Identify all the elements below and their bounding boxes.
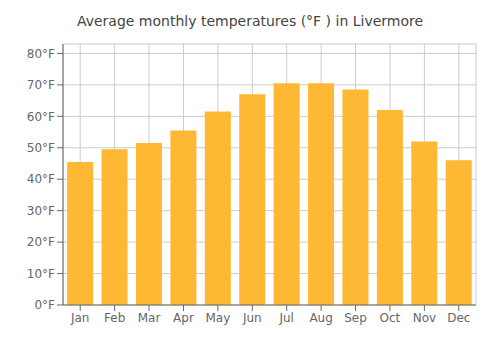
svg-text:70°F: 70°F [27,78,55,92]
svg-text:30°F: 30°F [27,204,55,218]
svg-text:Aug: Aug [309,311,332,325]
svg-text:60°F: 60°F [27,110,55,124]
svg-text:Dec: Dec [447,311,470,325]
svg-text:50°F: 50°F [27,141,55,155]
svg-text:Jan: Jan [70,311,90,325]
svg-text:Jun: Jun [242,311,262,325]
svg-text:10°F: 10°F [27,267,55,281]
html-text:Average monthly temperatures (: Average monthly temperatures (°F ) in Li… [76,13,424,29]
svg-text:80°F: 80°F [27,47,55,61]
svg-text:0°F: 0°F [34,298,55,312]
svg-text:20°F: 20°F [27,235,55,249]
svg-text:Apr: Apr [173,311,194,325]
svg-text:Nov: Nov [413,311,436,325]
svg-text:Oct: Oct [380,311,401,325]
svg-text:Jul: Jul [278,311,293,325]
svg-text:Mar: Mar [138,311,161,325]
svg-text:Feb: Feb [104,311,125,325]
svg-text:May: May [205,311,230,325]
svg-text:Sep: Sep [344,311,367,325]
svg-text:40°F: 40°F [27,172,55,186]
